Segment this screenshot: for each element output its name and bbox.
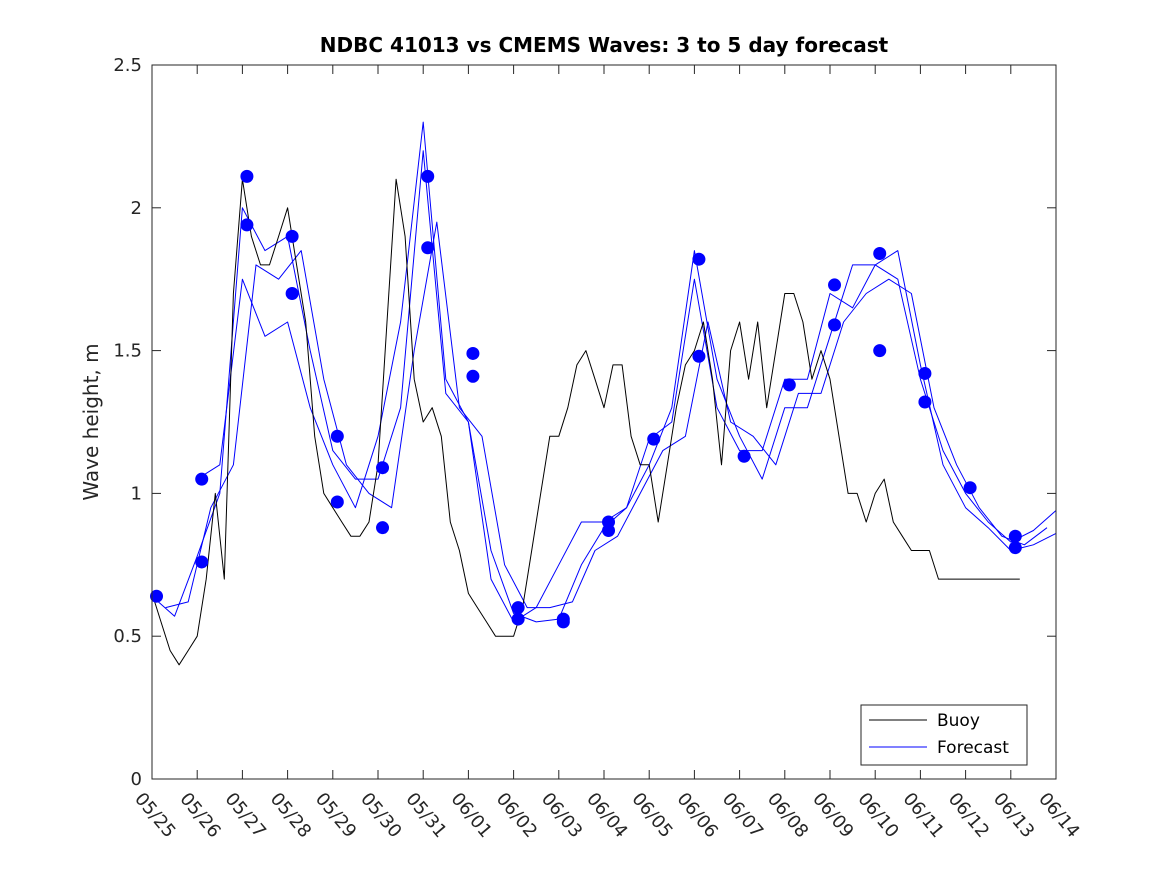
forecast-marker xyxy=(918,395,932,409)
forecast-marker xyxy=(918,366,932,380)
y-tick-label: 1 xyxy=(131,483,142,504)
forecast-marker xyxy=(466,369,480,383)
y-tick-label: 0 xyxy=(131,769,142,790)
x-tick-label: 06/13 xyxy=(989,789,1038,842)
plot-area xyxy=(152,65,1056,779)
y-tick-label: 1.5 xyxy=(113,341,142,362)
forecast-marker xyxy=(195,555,209,569)
chart-title: NDBC 41013 vs CMEMS Waves: 3 to 5 day fo… xyxy=(320,33,889,57)
x-tick-label: 06/11 xyxy=(899,789,948,842)
forecast-marker xyxy=(150,589,164,603)
forecast-marker xyxy=(873,344,887,358)
x-tick-label: 05/29 xyxy=(311,789,360,842)
forecast-marker xyxy=(692,252,706,266)
x-tick-label: 05/30 xyxy=(356,789,405,842)
series-line-forecast-2 xyxy=(165,221,1048,609)
y-tick-label: 2.5 xyxy=(113,55,142,76)
forecast-marker xyxy=(421,241,435,255)
forecast-marker xyxy=(421,169,435,183)
x-tick-label: 06/07 xyxy=(718,789,767,842)
y-axis-label: Wave height, m xyxy=(79,343,103,500)
forecast-marker xyxy=(511,612,525,626)
x-tick-label: 06/08 xyxy=(763,789,812,842)
forecast-marker xyxy=(376,461,390,475)
forecast-marker xyxy=(240,169,254,183)
x-tick-label: 06/09 xyxy=(808,789,857,842)
x-tick-label: 06/02 xyxy=(492,789,541,842)
series-line-buoy xyxy=(151,178,1020,666)
x-tick-label: 06/04 xyxy=(582,789,631,842)
forecast-marker xyxy=(285,229,299,243)
forecast-marker xyxy=(963,481,977,495)
forecast-marker xyxy=(330,429,344,443)
forecast-marker xyxy=(873,246,887,260)
forecast-marker xyxy=(195,472,209,486)
series-line-forecast-3 xyxy=(196,121,1057,623)
x-tick-label: 06/10 xyxy=(853,789,902,842)
forecast-marker xyxy=(782,378,796,392)
x-tick-label: 05/28 xyxy=(266,789,315,842)
forecast-marker xyxy=(828,318,842,332)
forecast-marker xyxy=(828,278,842,292)
x-tick-label: 06/14 xyxy=(1034,789,1083,842)
x-tick-label: 05/25 xyxy=(130,789,179,842)
legend: Buoy Forecast xyxy=(860,704,1028,766)
forecast-marker xyxy=(466,346,480,360)
forecast-marker xyxy=(1008,529,1022,543)
forecast-marker xyxy=(1008,541,1022,555)
x-tick-label: 06/12 xyxy=(944,789,993,842)
forecast-marker xyxy=(737,449,751,463)
forecast-marker xyxy=(240,218,254,232)
x-tick-label: 05/27 xyxy=(221,789,270,842)
y-tick-label: 2 xyxy=(131,198,142,219)
forecast-marker xyxy=(285,286,299,300)
x-tick-label: 06/05 xyxy=(627,789,676,842)
legend-box xyxy=(860,704,1028,766)
forecast-marker xyxy=(330,495,344,509)
forecast-marker xyxy=(556,615,570,629)
x-tick-label: 06/01 xyxy=(447,789,496,842)
x-tick-label: 06/03 xyxy=(537,789,586,842)
legend-label-forecast: Forecast xyxy=(937,738,1009,758)
x-tick-label: 05/31 xyxy=(401,789,450,842)
legend-label-buoy: Buoy xyxy=(937,711,980,731)
y-tick-label: 0.5 xyxy=(113,626,142,647)
x-tick-label: 05/26 xyxy=(175,789,224,842)
markers-layer xyxy=(150,169,1022,629)
forecast-marker xyxy=(376,521,390,535)
forecast-marker xyxy=(602,524,616,538)
forecast-marker xyxy=(692,349,706,363)
forecast-marker xyxy=(647,432,661,446)
y-axis: 0 0.5 1 1.5 2 2.5 xyxy=(113,55,1056,790)
x-tick-label: 06/06 xyxy=(673,789,722,842)
forecast-marker xyxy=(511,601,525,615)
